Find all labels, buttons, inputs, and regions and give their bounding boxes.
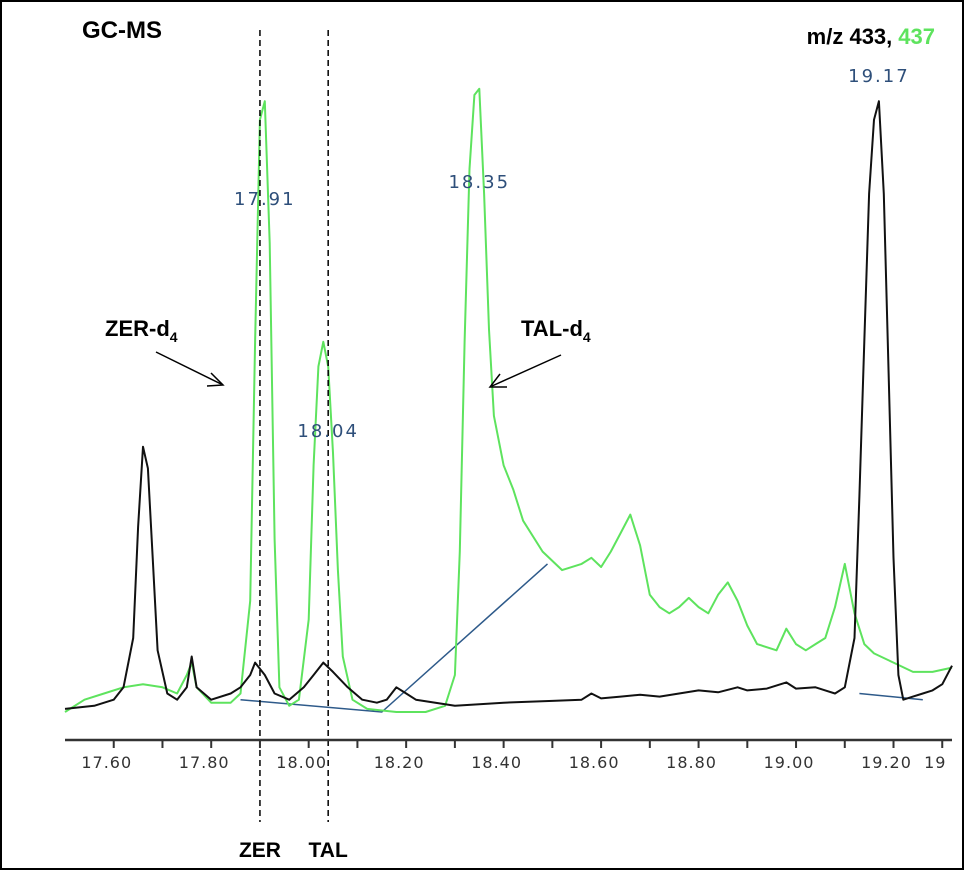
x-tick-label: 18.00	[276, 753, 327, 772]
peak-labels: 17.91 18.04 18.35 19.17	[234, 66, 910, 442]
ion-label-prefix: m/z 433,	[807, 24, 893, 49]
reference-lines: ZER TAL	[239, 30, 348, 862]
peak-label-18-04: 18.04	[297, 421, 359, 442]
peak-label-17-91: 17.91	[234, 189, 296, 210]
reference-label-zer: ZER	[239, 839, 281, 862]
x-tick-label: 18.40	[471, 753, 522, 772]
trace-black	[64, 100, 953, 710]
baseline-2	[859, 692, 923, 701]
x-tick-label: 18.60	[569, 753, 620, 772]
x-tick-label: 19	[924, 753, 946, 772]
traces	[64, 87, 953, 713]
x-tick-label: 19.20	[861, 753, 912, 772]
ion-label: m/z 433, 437	[807, 24, 935, 49]
x-axis-ticks: 17.60 17.80 18.00 18.20 18.40 18.60 18.80 19.00…	[81, 740, 946, 772]
reference-label-tal: TAL	[309, 839, 348, 862]
peak-label-19-17: 19.17	[848, 66, 910, 87]
x-tick-label: 18.80	[666, 753, 717, 772]
x-tick-label: 19.00	[764, 753, 815, 772]
x-tick-label: 17.80	[179, 753, 230, 772]
chart-title: GC-MS	[82, 17, 162, 44]
x-tick-label: 17.60	[81, 753, 132, 772]
arrow-zer-d4	[155, 351, 225, 387]
ion-label-green: 437	[898, 24, 935, 49]
x-tick-label: 18.20	[374, 753, 425, 772]
arrow-tal-d4	[488, 354, 562, 388]
annotation-zer-d4: ZER-d4	[105, 316, 178, 345]
annotation-tal-d4: TAL-d4	[521, 316, 591, 345]
trace-green	[64, 87, 953, 713]
peak-label-18-35: 18.35	[448, 172, 510, 193]
